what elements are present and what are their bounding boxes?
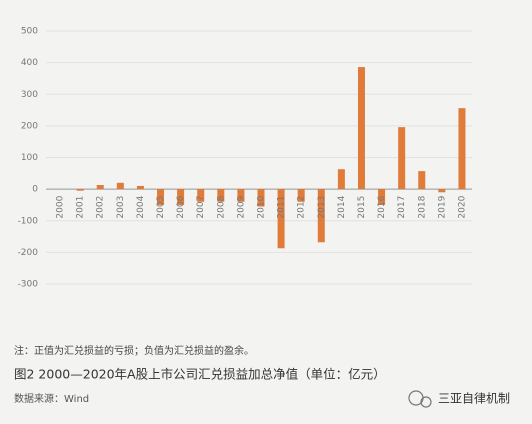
x-tick-label: 2007	[196, 196, 206, 219]
bar	[257, 189, 265, 207]
y-tick-label: 500	[21, 27, 38, 37]
bar	[277, 189, 285, 249]
x-tick-label: 2013	[317, 196, 327, 219]
x-tick-label: 2000	[56, 195, 66, 218]
y-tick-label: -300	[18, 280, 39, 290]
bar	[378, 189, 386, 205]
bar	[317, 189, 325, 243]
x-tick-label: 2001	[76, 196, 86, 219]
x-tick-label: 2006	[176, 195, 186, 218]
bar	[76, 189, 84, 191]
source: 数据来源：Wind	[14, 392, 89, 405]
x-tick-label: 2018	[417, 195, 427, 218]
x-tick-label: 2008	[216, 195, 226, 218]
watermark: 三亚自律机制	[438, 392, 510, 406]
x-tick-label: 2012	[297, 196, 307, 219]
bar	[458, 108, 466, 190]
bar	[136, 185, 144, 190]
note: 注：正值为汇兑损益的亏损；负值为汇兑损益的盈余。	[14, 344, 254, 357]
x-tick-label: 2016	[377, 195, 387, 218]
bar	[197, 189, 205, 202]
bar	[237, 189, 245, 202]
x-tick-label: 2002	[96, 196, 106, 219]
y-tick-label: 0	[32, 185, 38, 195]
bar	[96, 185, 104, 190]
bar	[438, 189, 446, 193]
x-tick-label: 2015	[357, 196, 367, 219]
bar	[398, 127, 406, 190]
x-tick-label: 2014	[337, 195, 347, 218]
y-tick-label: -200	[18, 248, 39, 258]
watermark-icon	[408, 390, 432, 408]
x-tick-label: 2019	[437, 195, 447, 218]
y-tick-label: 100	[21, 153, 38, 163]
bar	[177, 189, 185, 205]
y-tick-label: 200	[21, 121, 38, 131]
x-tick-label: 2004	[136, 195, 146, 218]
bar	[418, 171, 426, 190]
y-tick-label: -100	[18, 216, 39, 226]
x-tick-label: 2011	[277, 196, 287, 219]
x-tick-label: 2005	[156, 196, 166, 219]
x-tick-label: 2009	[236, 195, 246, 218]
x-tick-label: 2017	[397, 196, 407, 219]
x-tick-label: 2020	[457, 195, 467, 218]
chart-title: 图2 2000—2020年A股上市公司汇兑损益加总净值（单位：亿元）	[14, 367, 386, 382]
x-tick-label: 2003	[116, 196, 126, 219]
bar	[157, 189, 165, 205]
bar	[297, 189, 305, 202]
bar	[357, 67, 365, 190]
y-tick-label: 400	[21, 58, 38, 68]
bar	[116, 182, 124, 190]
y-tick-label: 300	[21, 90, 38, 100]
bar	[217, 189, 225, 202]
x-tick-label: 2010	[257, 195, 267, 218]
bar	[337, 169, 345, 190]
